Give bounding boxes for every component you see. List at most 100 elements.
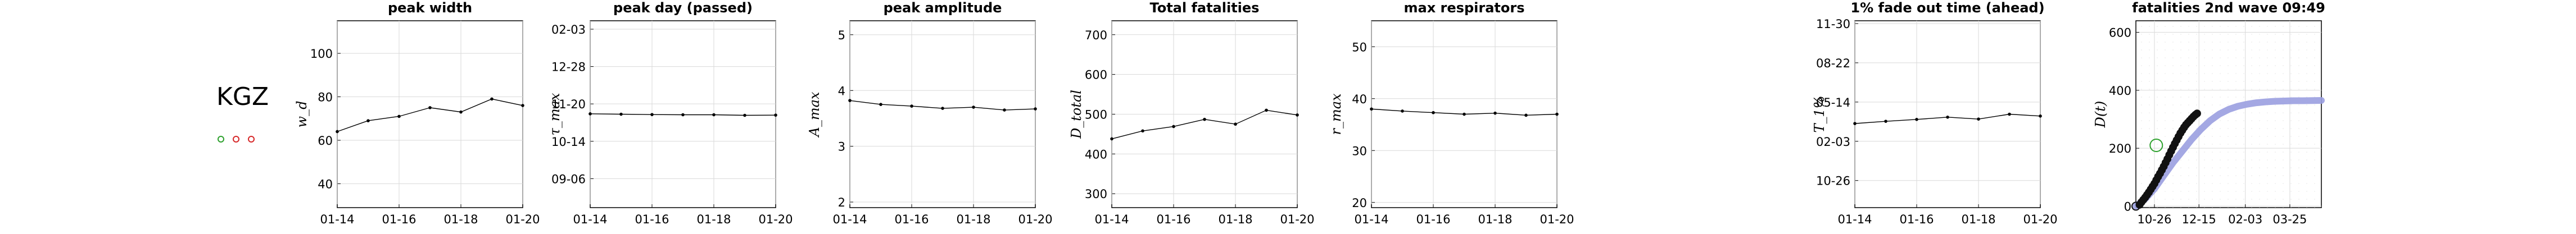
background-dot [2259, 65, 2260, 66]
background-dot [2267, 136, 2268, 137]
y-axis-label: D(t) [2093, 101, 2108, 129]
background-dot [2212, 81, 2213, 82]
background-dot [2235, 191, 2237, 192]
background-dot [2165, 152, 2166, 153]
background-dot [2228, 97, 2229, 98]
background-dot [2267, 81, 2268, 82]
background-dot [2165, 34, 2166, 35]
background-dot [2306, 57, 2307, 58]
background-dot [2298, 191, 2299, 192]
background-dot [2251, 73, 2252, 74]
background-dot [2306, 136, 2307, 137]
background-dot [2275, 89, 2276, 90]
background-dot [2251, 207, 2252, 208]
x-tick-label: 01-14 [573, 213, 607, 226]
background-dot [2157, 167, 2158, 168]
background-dot [2298, 167, 2299, 168]
y-tick-label: 10-14 [551, 135, 586, 149]
background-dot [2196, 159, 2197, 160]
background-dot [2314, 120, 2315, 121]
background-dot [2306, 191, 2307, 192]
background-dot [2267, 183, 2268, 184]
background-dot [2196, 97, 2197, 98]
background-dot [2149, 120, 2150, 121]
background-dot [2290, 81, 2292, 82]
data-point [1234, 122, 1237, 126]
background-dot [2141, 89, 2142, 90]
background-dot [2149, 207, 2150, 208]
y-tick-label: 400 [1085, 148, 1107, 161]
background-dot [2165, 199, 2166, 200]
y-tick-label: 700 [1085, 29, 1107, 42]
background-dot [2141, 65, 2142, 66]
background-dot [2235, 73, 2237, 74]
background-dot [2314, 42, 2315, 43]
background-dot [2235, 34, 2237, 35]
y-axis-label: τ_max [547, 93, 563, 135]
background-dot [2290, 120, 2292, 121]
background-dot [2228, 42, 2229, 43]
data-point [336, 130, 339, 134]
background-dot [2141, 34, 2142, 35]
background-dot [2275, 144, 2276, 145]
background-dot [2220, 144, 2221, 145]
data-point [1946, 116, 1949, 119]
background-dot [2157, 112, 2158, 113]
background-dot [2172, 97, 2174, 98]
background-dot [2298, 128, 2299, 129]
background-dot [2283, 183, 2284, 184]
background-dot [2259, 73, 2260, 74]
background-dot [2165, 26, 2166, 27]
background-dot [2149, 175, 2150, 176]
series-line [1854, 113, 2041, 124]
background-dot [2267, 112, 2268, 113]
background-dot [2157, 136, 2158, 137]
background-dot [2220, 81, 2221, 82]
background-dot [2259, 26, 2260, 27]
background-dot [2243, 42, 2244, 43]
background-dot [2298, 73, 2299, 74]
background-dot [2243, 49, 2244, 51]
background-dot [2290, 89, 2292, 90]
x-tick-label: 01-14 [1094, 213, 1129, 226]
background-dot [2228, 81, 2229, 82]
background-dot [2283, 34, 2284, 35]
data-point [848, 99, 852, 102]
background-dot [2196, 57, 2197, 58]
x-tick-label: 01-20 [758, 213, 793, 226]
background-dot [2212, 26, 2213, 27]
background-dot [2172, 128, 2174, 129]
background-dot [2306, 175, 2307, 176]
data-point [1915, 118, 1918, 121]
background-dot [2157, 73, 2158, 74]
fit-curve [2133, 97, 2325, 210]
background-dot [2314, 73, 2315, 74]
background-dot [2196, 207, 2197, 208]
x-tick-label: 01-18 [696, 213, 731, 226]
y-tick-label: 300 [1085, 187, 1107, 201]
background-dot [2306, 128, 2307, 129]
background-dot [2243, 26, 2244, 27]
background-dot [2290, 191, 2292, 192]
background-dot [2180, 57, 2181, 58]
background-dot [2275, 152, 2276, 153]
background-dot [2251, 81, 2252, 82]
background-dot [2165, 65, 2166, 66]
background-dot [2306, 34, 2307, 35]
data-point [910, 104, 913, 108]
background-dot [2314, 89, 2315, 90]
background-dot [2149, 167, 2150, 168]
background-dot [2283, 81, 2284, 82]
background-dot [2275, 191, 2276, 192]
background-dot [2204, 34, 2205, 35]
background-dot [2298, 152, 2299, 153]
background-dot [2228, 73, 2229, 74]
background-dot [2251, 167, 2252, 168]
background-dot [2267, 207, 2268, 208]
background-dot [2196, 104, 2197, 105]
background-dot [2251, 136, 2252, 137]
background-dot [2259, 42, 2260, 43]
background-dot [2165, 191, 2166, 192]
y-tick-label: 500 [1085, 108, 1107, 122]
background-dot [2298, 97, 2299, 98]
